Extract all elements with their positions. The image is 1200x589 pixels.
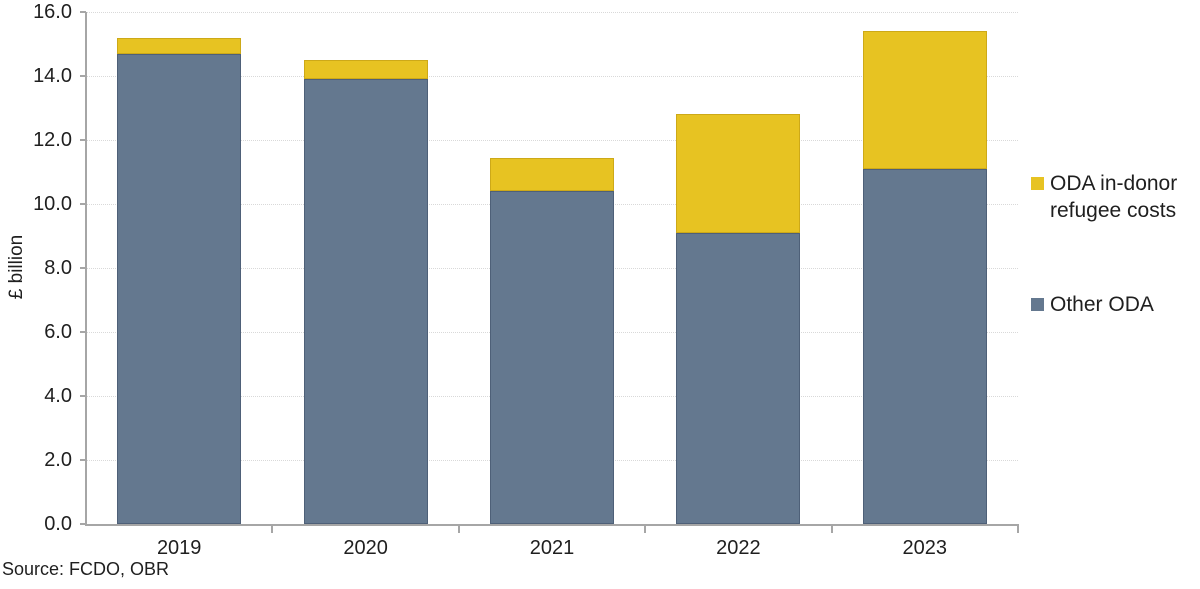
bar-segment-other-oda-2023 [862, 168, 987, 524]
bar-segment-oda-in-donor-refugee-costs-2023 [862, 31, 987, 169]
y-tick-label: 6.0 [44, 321, 72, 343]
y-axis-title: £ billion [6, 234, 27, 300]
y-axis-tick [80, 267, 86, 269]
y-axis-tick [80, 395, 86, 397]
y-axis-line [85, 12, 87, 526]
x-tick-label: 2019 [156, 537, 202, 559]
bar-segment-other-oda-2019 [117, 53, 242, 524]
x-axis-tick [271, 526, 274, 533]
x-axis-tick [830, 526, 833, 533]
y-axis-tick [80, 459, 86, 461]
x-axis-line [85, 524, 1019, 526]
x-tick-label: 2022 [716, 537, 761, 559]
y-tick-label: 16.0 [33, 1, 72, 23]
bar-segment-oda-in-donor-refugee-costs-2021 [490, 157, 614, 192]
y-axis-tick [80, 11, 86, 13]
gridline [86, 76, 1018, 77]
legend-item: Other ODA [1031, 291, 1154, 318]
y-axis-tick [80, 331, 86, 333]
y-tick-label: 0.0 [44, 513, 72, 535]
legend-label: Other ODA [1050, 291, 1154, 318]
bar-segment-oda-in-donor-refugee-costs-2022 [676, 114, 801, 233]
y-tick-label: 2.0 [44, 449, 72, 471]
bar-segment-other-oda-2020 [303, 79, 428, 524]
y-tick-label: 4.0 [44, 385, 72, 407]
y-tick-label: 10.0 [33, 193, 72, 215]
legend-label: ODA in-donor refugee costs [1050, 170, 1177, 224]
y-axis-tick [80, 75, 86, 77]
bar-segment-other-oda-2021 [490, 191, 614, 524]
x-axis-tick [457, 526, 460, 533]
y-axis-tick [80, 139, 86, 141]
y-tick-label: 14.0 [33, 65, 72, 87]
bar-segment-oda-in-donor-refugee-costs-2019 [117, 37, 242, 54]
y-tick-label: 12.0 [33, 129, 72, 151]
bar-segment-other-oda-2022 [676, 232, 801, 524]
legend-label-line: Other ODA [1050, 293, 1154, 316]
legend-swatch [1031, 177, 1044, 190]
bar-segment-oda-in-donor-refugee-costs-2020 [303, 60, 428, 80]
legend-label-line: ODA in-donor [1050, 172, 1178, 195]
y-axis-tick [80, 203, 86, 205]
gridline [86, 140, 1018, 141]
x-axis-tick [644, 526, 647, 533]
y-axis-tick [80, 523, 86, 525]
x-axis-tick [1017, 526, 1019, 533]
legend-swatch [1031, 298, 1044, 311]
x-tick-label: 2021 [529, 537, 575, 559]
legend-label-line: refugee costs [1050, 199, 1177, 222]
source-note: Source: FCDO, OBR [2, 559, 170, 579]
x-tick-label: 2020 [343, 537, 388, 559]
x-tick-label: 2023 [902, 537, 948, 559]
gridline [86, 12, 1018, 13]
legend-item: ODA in-donor refugee costs [1031, 170, 1177, 224]
y-tick-label: 8.0 [44, 257, 72, 279]
